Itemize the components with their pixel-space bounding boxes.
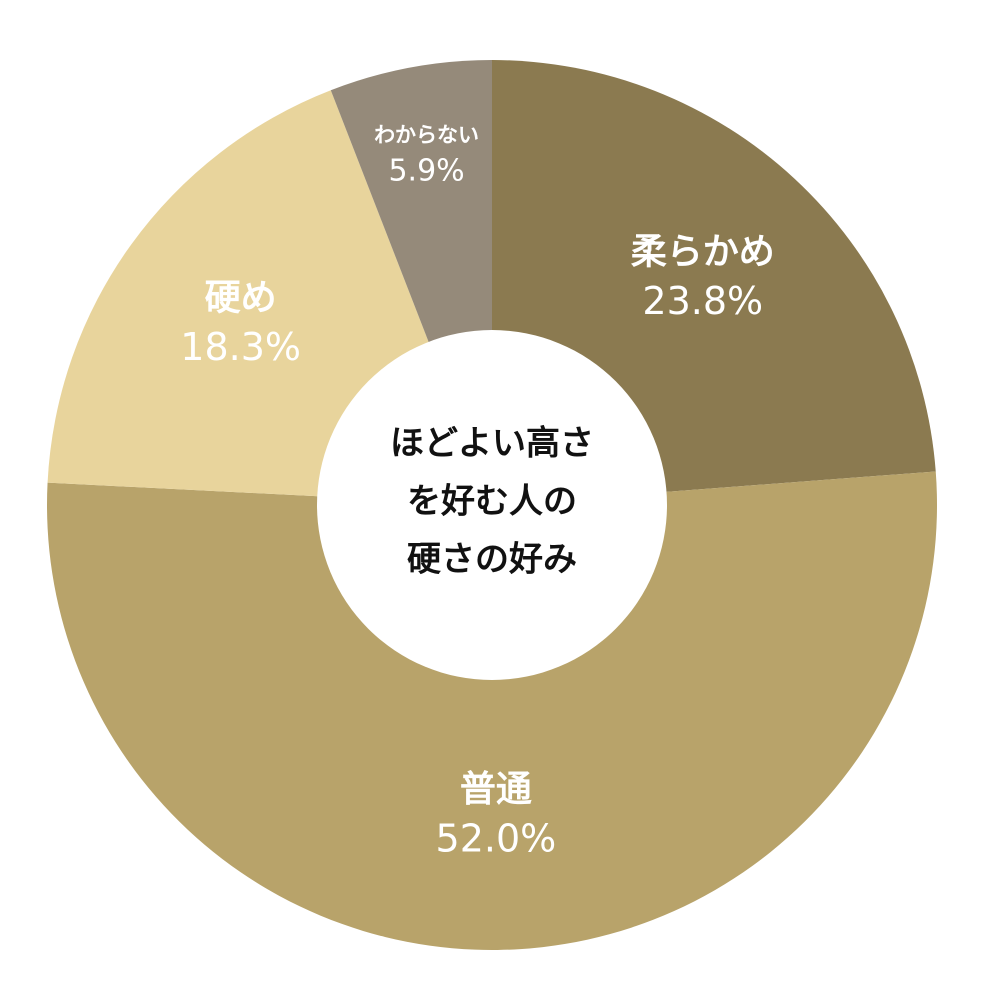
slice-label: わからない <box>374 123 479 147</box>
center-label: を好む人の <box>407 482 577 522</box>
slice-label: 柔らかめ <box>631 232 775 273</box>
slice-label: 普通 <box>460 769 532 810</box>
value-label: 18.3% <box>180 325 301 369</box>
center-label: ほどよい高さ <box>390 424 594 464</box>
slice-label: 硬め <box>205 278 277 319</box>
slice <box>47 471 937 950</box>
donut-hole <box>317 330 667 680</box>
value-label: 23.8% <box>642 279 763 323</box>
center-label: 硬さの好み <box>407 540 577 580</box>
value-label: 52.0% <box>436 816 557 860</box>
value-label: 5.9% <box>388 154 464 189</box>
